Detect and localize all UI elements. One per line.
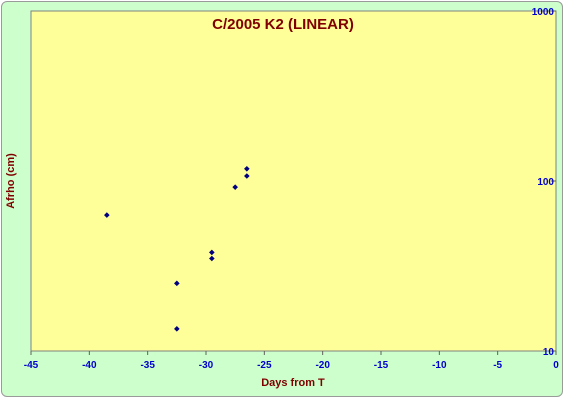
data-point-marker [209, 249, 215, 256]
data-point-marker [244, 173, 250, 179]
data-point-marker [232, 184, 238, 190]
x-tick-label: -25 [257, 360, 272, 371]
data-point-marker [104, 212, 110, 218]
x-axis-label: Days from T [261, 377, 325, 389]
x-tick-label: -45 [24, 360, 39, 371]
y-axis: 10 100 1000 [532, 7, 556, 358]
plot-area [30, 10, 557, 352]
x-tick-label: -30 [199, 360, 214, 371]
x-tick-label: -10 [432, 360, 447, 371]
y-axis-label: Afrho (cm) [5, 153, 17, 209]
data-point-marker [244, 165, 250, 172]
x-tick-label: 0 [553, 360, 559, 371]
data-point-marker [174, 326, 180, 332]
x-tick-label: -5 [493, 360, 502, 371]
x-tick-label: -20 [315, 360, 330, 371]
data-point-marker [174, 280, 180, 287]
y-tick-label: 10 [543, 347, 555, 358]
x-tick-label: -15 [374, 360, 389, 371]
x-axis: -45 -40 -35 -30 -25 -20 -15 -10 -5 0 [24, 351, 559, 371]
x-tick-label: -35 [140, 360, 155, 371]
x-tick-label: -40 [82, 360, 97, 371]
y-tick-label: 1000 [532, 7, 555, 18]
y-tick-label: 100 [537, 177, 554, 188]
data-markers [104, 165, 250, 332]
chart-title: C/2005 K2 (LINEAR) [212, 16, 354, 33]
data-point-marker [209, 255, 215, 262]
